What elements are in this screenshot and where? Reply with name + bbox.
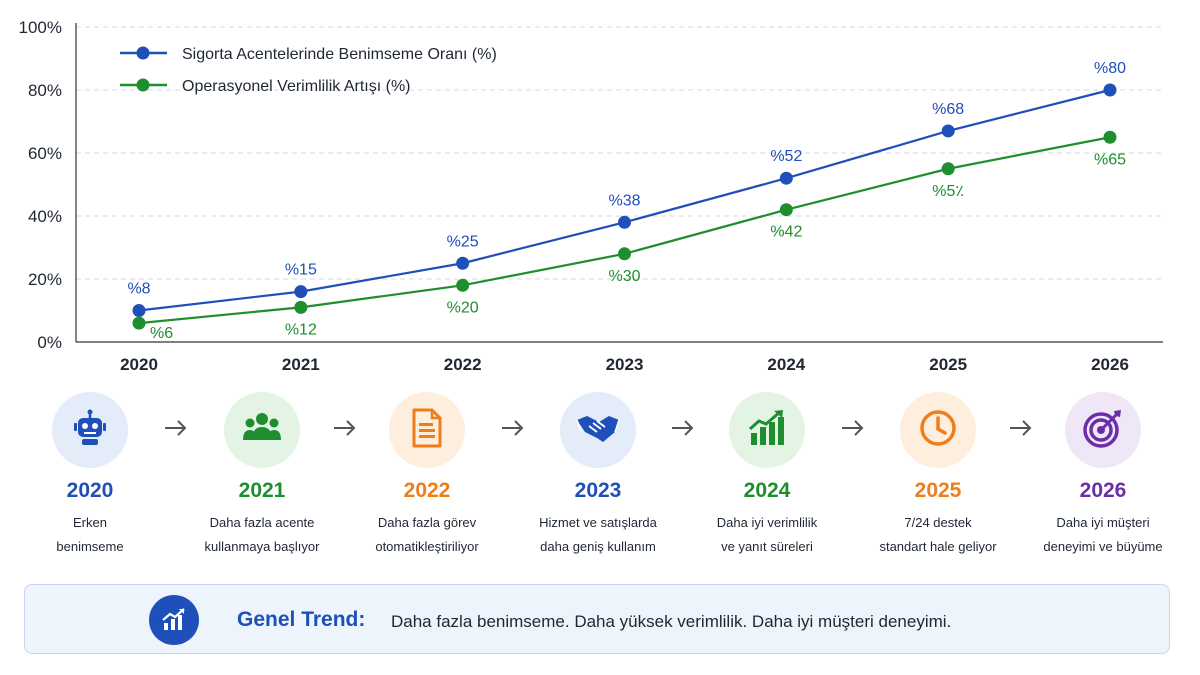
arrow-right-icon — [1006, 416, 1036, 440]
icon-circle — [224, 392, 300, 468]
x-tick-label: 2024 — [767, 355, 805, 374]
timeline-step-2021: 2021 Daha fazla acente kullanmaya başlıyo… — [177, 390, 347, 559]
timeline-step-2025: 2025 7/24 destek standart hale geliyor — [853, 390, 1023, 559]
data-label: %68 — [932, 101, 964, 118]
data-point — [294, 285, 308, 299]
timeline-description: Daha fazla görev otomatikleştiriliyor — [375, 515, 479, 554]
y-tick-label: 0% — [37, 333, 62, 352]
arrow-right-icon — [668, 416, 698, 440]
timeline-description: 7/24 destek standart hale geliyor — [879, 515, 997, 554]
legend-label: Operasyonel Verimlilik Artışı (%) — [182, 78, 411, 95]
timeline: 2020 Erken benimseme 2021 Daha fazla acente… — [0, 390, 1200, 570]
x-tick-label: 2020 — [120, 355, 158, 374]
arrow-right-icon — [838, 416, 868, 440]
data-label: %15 — [285, 262, 317, 279]
trend-chart-icon — [149, 595, 199, 645]
data-point — [294, 300, 308, 314]
icon-circle — [560, 392, 636, 468]
icon-circle — [52, 392, 128, 468]
data-label: %52 — [770, 148, 802, 165]
timeline-year: 2026 — [1079, 479, 1127, 502]
data-label: %8 — [127, 281, 150, 298]
data-label: %6 — [150, 325, 173, 342]
data-label: %80 — [1094, 60, 1126, 77]
timeline-description: Hizmet ve satışlarda daha geniş kullanım — [539, 515, 657, 554]
y-tick-label: 40% — [28, 207, 62, 226]
data-point — [456, 278, 470, 292]
line-chart: 0% 20% 40% 60% 80% 100% 2020 2021 2022 2023 2024 20… — [19, 18, 1163, 374]
handshake-icon — [575, 412, 621, 449]
timeline-step-2024: 2024 Daha iyi verimlilik ve yanıt süreler… — [682, 390, 852, 559]
timeline-description: Daha iyi müşteri deneyimi ve büyüme — [1043, 515, 1163, 554]
arrow-right-icon — [498, 416, 528, 440]
trend-text: Daha fazla benimseme. Daha yüksek veriml… — [391, 612, 952, 631]
data-label: %38 — [608, 192, 640, 209]
data-label: %12 — [285, 321, 317, 338]
timeline-description: Daha fazla acente kullanmaya başlıyor — [204, 515, 320, 554]
timeline-description: Daha iyi verimlilik ve yanıt süreleri — [716, 515, 818, 554]
data-point — [456, 256, 470, 270]
timeline-year: 2025 — [914, 479, 962, 502]
trend-label: Genel Trend: — [237, 608, 366, 631]
data-point — [779, 171, 793, 185]
target-icon — [1082, 407, 1124, 454]
arrow-right-icon — [161, 416, 191, 440]
data-point — [1103, 83, 1117, 97]
data-point — [132, 316, 146, 330]
data-label: %5٪ — [932, 183, 964, 200]
legend-marker — [136, 78, 150, 92]
data-point — [1103, 130, 1117, 144]
timeline-year: 2024 — [743, 479, 791, 502]
timeline-year: 2020 — [66, 479, 114, 502]
timeline-step-2023: 2023 Hizmet ve satışlarda daha geniş kull… — [513, 390, 683, 559]
timeline-step-2020: 2020 Erken benimseme — [5, 390, 175, 559]
arrow-right-icon — [330, 416, 360, 440]
people-group-icon — [242, 410, 282, 451]
y-tick-label: 100% — [19, 18, 62, 37]
y-tick-label: 80% — [28, 81, 62, 100]
timeline-description: Erken benimseme — [56, 515, 124, 554]
icon-circle — [389, 392, 465, 468]
x-tick-label: 2022 — [444, 355, 482, 374]
icon-circle — [900, 392, 976, 468]
x-tick-label: 2023 — [606, 355, 644, 374]
x-tick-label: 2021 — [282, 355, 320, 374]
data-label: %30 — [608, 268, 640, 285]
timeline-step-2026: 2026 Daha iyi müşteri deneyimi ve büyüme — [1018, 390, 1188, 559]
timeline-year: 2021 — [238, 479, 286, 502]
icon-circle — [1065, 392, 1141, 468]
data-point — [941, 162, 955, 176]
y-tick-label: 20% — [28, 270, 62, 289]
x-tick-label: 2026 — [1091, 355, 1129, 374]
series-line-2 — [138, 136, 1111, 325]
data-point — [941, 124, 955, 138]
x-tick-label: 2025 — [929, 355, 967, 374]
data-point — [779, 203, 793, 217]
icon-circle — [729, 392, 805, 468]
data-point — [132, 304, 146, 317]
timeline-step-2022: 2022 Daha fazla görev otomatikleştiriliyo… — [342, 390, 512, 559]
data-label: %25 — [447, 233, 479, 250]
general-trend-banner: Genel Trend: Daha fazla benimseme. Daha … — [24, 584, 1170, 654]
timeline-year: 2022 — [403, 479, 451, 502]
data-label: %42 — [770, 224, 802, 241]
y-tick-label: 60% — [28, 144, 62, 163]
legend-label: Sigorta Acentelerinde Benimseme Oranı (%… — [182, 46, 497, 63]
growth-chart-icon — [747, 409, 787, 452]
clock-icon — [918, 408, 958, 453]
legend-marker — [136, 46, 150, 60]
data-point — [618, 215, 631, 229]
data-label: %20 — [447, 299, 479, 316]
data-label: %65 — [1094, 151, 1126, 168]
robot-icon — [71, 409, 109, 452]
timeline-year: 2023 — [574, 479, 622, 502]
document-icon — [410, 408, 444, 453]
data-point — [618, 247, 631, 261]
